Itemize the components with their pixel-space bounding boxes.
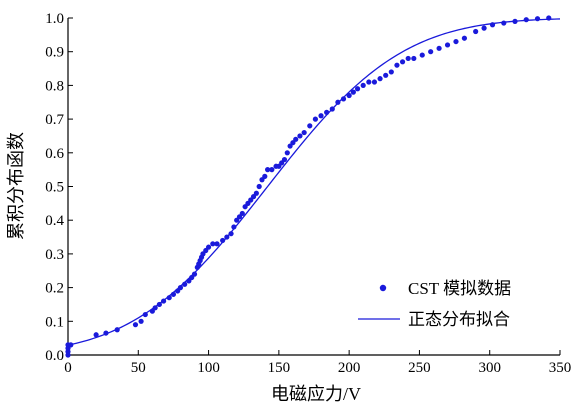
data-point (428, 49, 434, 55)
data-point (394, 62, 400, 68)
data-point (481, 25, 487, 31)
data-point (371, 79, 378, 85)
data-point (256, 183, 262, 190)
data-point (324, 109, 330, 115)
data-point (220, 237, 226, 244)
data-point (453, 38, 459, 45)
y-tick-label: 0.5 (45, 180, 64, 196)
data-point (307, 123, 313, 129)
data-point (293, 136, 299, 142)
data-point (132, 322, 139, 328)
data-point (269, 167, 275, 173)
data-point (228, 231, 234, 237)
data-point (405, 55, 411, 62)
data-point (114, 327, 120, 333)
data-point (191, 271, 198, 277)
data-point (170, 291, 177, 297)
data-point (501, 20, 507, 26)
data-point (182, 281, 188, 287)
data-point (297, 133, 303, 139)
y-tick-label: 0.4 (45, 213, 64, 229)
y-tick-label: 0.6 (45, 146, 64, 162)
data-point (265, 167, 271, 173)
data-point (512, 18, 518, 24)
data-point (366, 79, 372, 85)
data-point (354, 86, 361, 92)
data-point (68, 342, 74, 348)
data-point (523, 17, 529, 23)
data-point (473, 28, 479, 35)
data-point (360, 82, 366, 88)
x-tick-label: 100 (197, 360, 220, 376)
data-point (301, 129, 307, 136)
y-axis-title: 累积分布函数 (6, 132, 26, 240)
data-point (312, 116, 319, 122)
x-tick-label: 50 (131, 360, 146, 376)
y-tick-label: 0.9 (45, 45, 64, 61)
data-point (262, 173, 268, 179)
data-point (377, 76, 383, 82)
data-point (210, 241, 216, 247)
data-point (534, 16, 541, 22)
legend-label-line: 正态分布拟合 (408, 310, 510, 329)
data-point (318, 113, 324, 119)
data-point (335, 99, 341, 105)
data-point (350, 89, 356, 95)
x-tick-label: 150 (268, 360, 291, 376)
data-point (399, 59, 406, 65)
data-point (419, 52, 425, 58)
data-point (224, 234, 230, 240)
data-point (346, 92, 352, 99)
data-point (444, 42, 451, 48)
y-ticks: 0.0 0.1 0.2 0.3 0.4 0.5 0.6 0.7 0.8 0.9 1.0 (45, 11, 73, 364)
x-tick-label: 0 (64, 360, 72, 376)
x-tick-label: 200 (338, 360, 361, 376)
data-point (160, 298, 167, 304)
data-point (152, 305, 158, 311)
data-point (436, 45, 442, 51)
data-point (489, 22, 496, 28)
data-point (411, 55, 417, 62)
data-point (388, 69, 394, 75)
data-point (546, 15, 552, 21)
data-point (156, 301, 162, 308)
legend-marker-scatter (379, 284, 387, 292)
data-point (93, 332, 99, 338)
x-tick-label: 350 (549, 360, 572, 376)
data-point (253, 190, 259, 196)
data-point (214, 241, 220, 247)
data-point (239, 210, 245, 217)
data-point (461, 35, 468, 41)
data-point (166, 295, 172, 301)
data-point (329, 106, 335, 112)
data-point (284, 150, 290, 156)
x-tick-label: 300 (478, 360, 501, 376)
data-point (138, 318, 144, 324)
legend: CST 模拟数据 正态分布拟合 (358, 279, 511, 329)
y-tick-label: 1.0 (45, 11, 64, 27)
axes (67, 18, 560, 356)
y-tick-label: 0.2 (45, 281, 64, 297)
y-tick-label: 0.7 (45, 112, 64, 128)
data-point (231, 224, 237, 230)
y-tick-label: 0.8 (45, 78, 64, 94)
data-point (142, 311, 148, 318)
y-tick-label: 0.3 (45, 247, 64, 263)
data-point (205, 244, 212, 250)
y-tick-label: 0.1 (45, 314, 64, 330)
y-tick-label: 0.0 (45, 348, 64, 364)
data-point (103, 330, 109, 336)
data-point (281, 156, 288, 163)
data-point (383, 72, 389, 78)
x-tick-label: 250 (408, 360, 431, 376)
data-points-layer (65, 15, 552, 358)
legend-label-scatter: CST 模拟数据 (408, 279, 511, 298)
x-ticks: 0 50 100 150 200 250 300 350 (64, 350, 571, 376)
data-point (340, 96, 347, 102)
data-point (177, 285, 184, 291)
x-axis-title: 电磁应力/V (271, 384, 361, 404)
